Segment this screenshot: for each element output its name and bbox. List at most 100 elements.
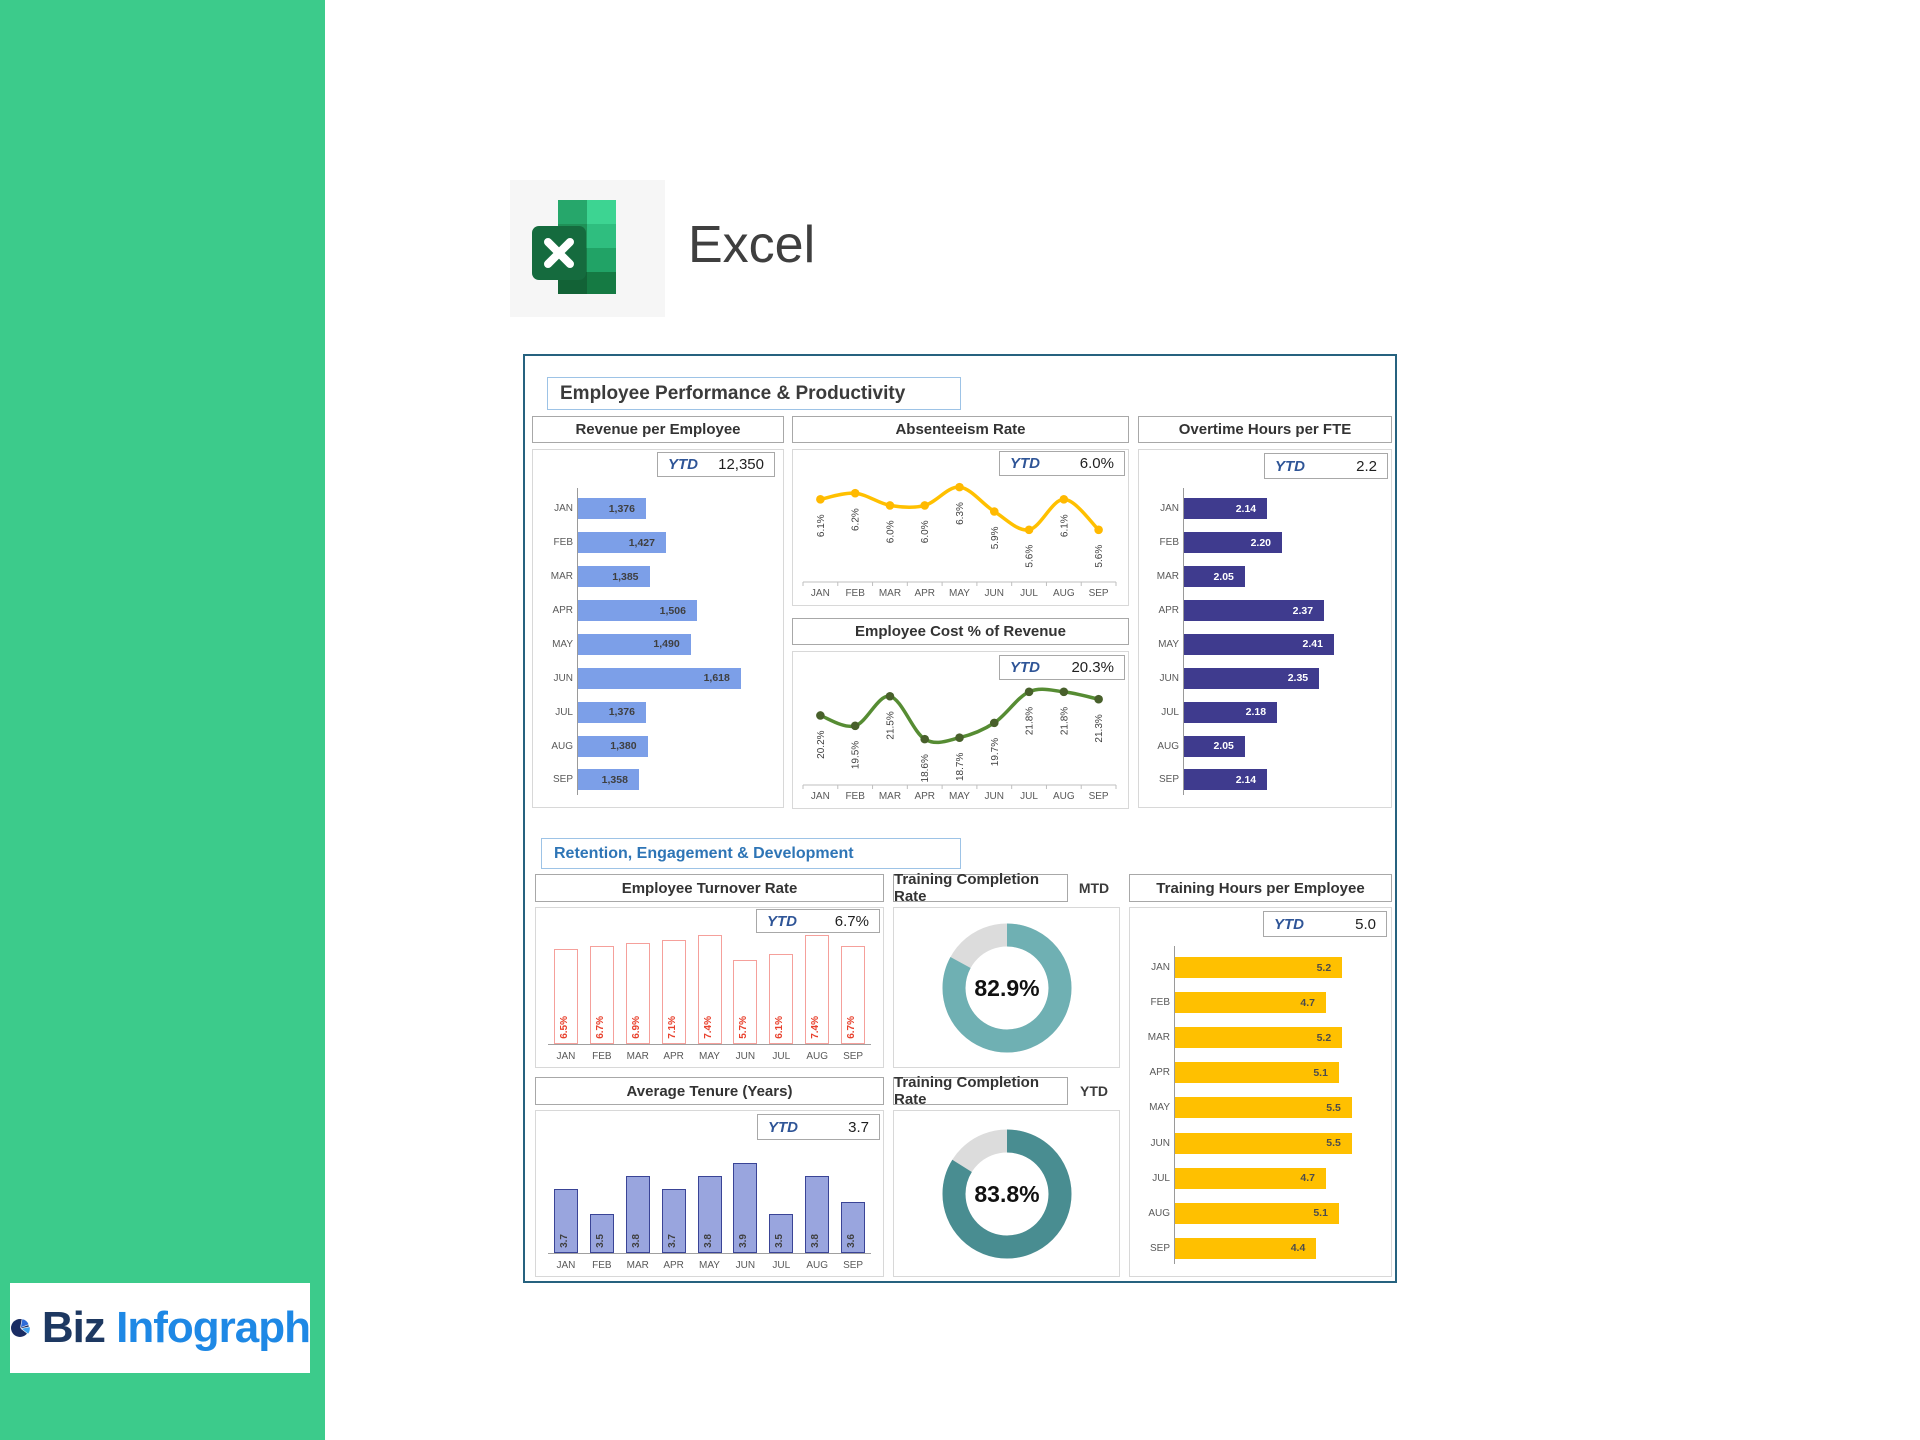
turnover-ytd-label: YTD bbox=[767, 912, 797, 930]
brand-text: Biz Infograph bbox=[41, 1303, 311, 1353]
section1-title-box: Employee Performance & Productivity bbox=[547, 377, 961, 410]
turnover-chart-title: Employee Turnover Rate bbox=[621, 879, 798, 897]
svg-text:FEB: FEB bbox=[845, 791, 865, 802]
svg-text:21.8%: 21.8% bbox=[1059, 707, 1070, 735]
training-hours-ytd-kpi: YTD 5.0 bbox=[1263, 911, 1387, 937]
svg-text:19.5%: 19.5% bbox=[851, 741, 862, 769]
revenue-ytd-kpi: YTD 12,350 bbox=[657, 452, 775, 477]
turnover-ytd-kpi: YTD 6.7% bbox=[756, 909, 880, 933]
svg-text:MAR: MAR bbox=[879, 791, 901, 802]
svg-text:21.8%: 21.8% bbox=[1025, 707, 1036, 735]
svg-text:MAR: MAR bbox=[879, 588, 901, 599]
absenteeism-chart: YTD 6.0% 6.1% JAN 6.2% FEB 6.0% MAR 6.0% APR 6.3… bbox=[792, 449, 1129, 606]
training-hours-chart-title: Training Hours per Employee bbox=[1156, 879, 1365, 897]
tenure-ytd-label: YTD bbox=[768, 1118, 798, 1136]
tenure-chart: YTD 3.7 3.7 3.5 3.8 3.7 3.8 3.9 3.5 3.8 3.6 JAN FE… bbox=[535, 1110, 884, 1277]
overtime-chart-header: Overtime Hours per FTE bbox=[1138, 416, 1392, 443]
completion-mtd-header: Training Completion Rate bbox=[893, 871, 1068, 905]
completion-ytd-header: Training Completion Rate bbox=[893, 1074, 1068, 1108]
cost-chart-title: Employee Cost % of Revenue bbox=[855, 623, 1066, 640]
turnover-chart-header: Employee Turnover Rate bbox=[535, 874, 884, 902]
completion-mtd-chart: 82.9% bbox=[893, 907, 1120, 1068]
tenure-chart-title: Average Tenure (Years) bbox=[626, 1082, 793, 1100]
completion-ytd-badge: YTD bbox=[1080, 1083, 1108, 1099]
svg-text:MAY: MAY bbox=[949, 791, 970, 802]
svg-text:MAY: MAY bbox=[949, 588, 970, 599]
overtime-ytd-value: 2.2 bbox=[1356, 457, 1377, 475]
brand-text-right: Infograph bbox=[116, 1303, 311, 1352]
revenue-chart: YTD 12,350 JAN 1,376 FEB 1,427 MAR 1,385 APR 1,… bbox=[532, 449, 784, 808]
cost-ytd-label: YTD bbox=[1010, 659, 1040, 676]
dashboard-panel: Employee Performance & Productivity Reve… bbox=[523, 354, 1397, 1283]
svg-text:FEB: FEB bbox=[845, 588, 865, 599]
cost-ytd-kpi: YTD 20.3% bbox=[999, 655, 1125, 680]
brand-text-left: Biz bbox=[41, 1303, 106, 1352]
turnover-ytd-value: 6.7% bbox=[834, 912, 869, 930]
svg-text:18.7%: 18.7% bbox=[955, 753, 966, 781]
svg-text:83.8%: 83.8% bbox=[974, 1181, 1039, 1207]
revenue-ytd-label: YTD bbox=[668, 456, 698, 473]
svg-text:5.9%: 5.9% bbox=[990, 526, 1001, 549]
svg-text:SEP: SEP bbox=[1089, 588, 1109, 599]
absenteeism-chart-title: Absenteeism Rate bbox=[895, 421, 1026, 438]
revenue-chart-header: Revenue per Employee bbox=[532, 416, 784, 443]
svg-text:AUG: AUG bbox=[1053, 791, 1075, 802]
section1-title: Employee Performance & Productivity bbox=[560, 382, 906, 404]
tenure-chart-header: Average Tenure (Years) bbox=[535, 1077, 884, 1105]
revenue-chart-title: Revenue per Employee bbox=[575, 421, 741, 438]
svg-text:APR: APR bbox=[914, 588, 935, 599]
svg-text:JUL: JUL bbox=[1020, 791, 1038, 802]
completion-mtd-header-row: Training Completion Rate MTD bbox=[893, 871, 1120, 905]
absenteeism-ytd-kpi: YTD 6.0% bbox=[999, 451, 1125, 476]
svg-text:18.6%: 18.6% bbox=[920, 754, 931, 782]
svg-text:6.0%: 6.0% bbox=[885, 520, 896, 543]
training-hours-chart-header: Training Hours per Employee bbox=[1129, 874, 1392, 902]
completion-ytd-title: Training Completion Rate bbox=[894, 1074, 1039, 1108]
svg-text:5.6%: 5.6% bbox=[1025, 545, 1036, 568]
absenteeism-chart-header: Absenteeism Rate bbox=[792, 416, 1129, 443]
svg-text:5.6%: 5.6% bbox=[1094, 545, 1105, 568]
svg-text:SEP: SEP bbox=[1089, 791, 1109, 802]
cost-chart-header: Employee Cost % of Revenue bbox=[792, 618, 1129, 645]
svg-text:6.1%: 6.1% bbox=[1059, 514, 1070, 537]
svg-text:19.7%: 19.7% bbox=[990, 738, 1001, 766]
overtime-ytd-kpi: YTD 2.2 bbox=[1264, 453, 1388, 479]
completion-ytd-header-row: Training Completion Rate YTD bbox=[893, 1074, 1120, 1108]
section2-title-box: Retention, Engagement & Development bbox=[541, 838, 961, 869]
overtime-ytd-label: YTD bbox=[1275, 457, 1305, 475]
svg-text:JUN: JUN bbox=[985, 588, 1004, 599]
tenure-ytd-kpi: YTD 3.7 bbox=[757, 1114, 880, 1140]
svg-text:6.1%: 6.1% bbox=[816, 514, 827, 537]
svg-text:AUG: AUG bbox=[1053, 588, 1075, 599]
svg-text:6.0%: 6.0% bbox=[920, 520, 931, 543]
pie-chart-icon bbox=[10, 1318, 30, 1337]
revenue-ytd-value: 12,350 bbox=[718, 456, 764, 473]
svg-text:JAN: JAN bbox=[811, 588, 830, 599]
svg-text:APR: APR bbox=[914, 791, 935, 802]
svg-text:21.3%: 21.3% bbox=[1094, 714, 1105, 742]
svg-text:21.5%: 21.5% bbox=[885, 711, 896, 739]
excel-icon bbox=[532, 200, 616, 294]
app-title: Excel bbox=[688, 216, 816, 274]
svg-text:JUN: JUN bbox=[985, 791, 1004, 802]
completion-mtd-badge: MTD bbox=[1078, 880, 1110, 896]
cost-ytd-value: 20.3% bbox=[1071, 659, 1114, 676]
training-hours-ytd-label: YTD bbox=[1274, 915, 1304, 933]
section2-title: Retention, Engagement & Development bbox=[554, 844, 854, 862]
svg-text:6.3%: 6.3% bbox=[955, 502, 966, 525]
completion-mtd-title: Training Completion Rate bbox=[894, 871, 1039, 905]
completion-ytd-chart: 83.8% bbox=[893, 1110, 1120, 1277]
svg-text:JUL: JUL bbox=[1020, 588, 1038, 599]
green-sidebar-band bbox=[0, 0, 325, 1440]
svg-text:6.2%: 6.2% bbox=[851, 508, 862, 531]
cost-chart: YTD 20.3% 20.2% JAN 19.5% FEB 21.5% MAR 18.6% A… bbox=[792, 651, 1129, 809]
turnover-chart: YTD 6.7% 6.5% 6.7% 6.9% 7.1% 7.4% 5.7% 6.1% 7.4… bbox=[535, 907, 884, 1068]
brand-logo: Biz Infograph bbox=[10, 1283, 311, 1373]
excel-logo-block bbox=[510, 180, 665, 317]
absenteeism-ytd-label: YTD bbox=[1010, 455, 1040, 472]
svg-text:20.2%: 20.2% bbox=[816, 730, 827, 758]
training-hours-chart: YTD 5.0 JAN 5.2 FEB 4.7 MAR 5.2 APR 5.1 MAY 5.5 JU… bbox=[1129, 907, 1392, 1277]
svg-text:JAN: JAN bbox=[811, 791, 830, 802]
absenteeism-ytd-value: 6.0% bbox=[1079, 455, 1114, 472]
